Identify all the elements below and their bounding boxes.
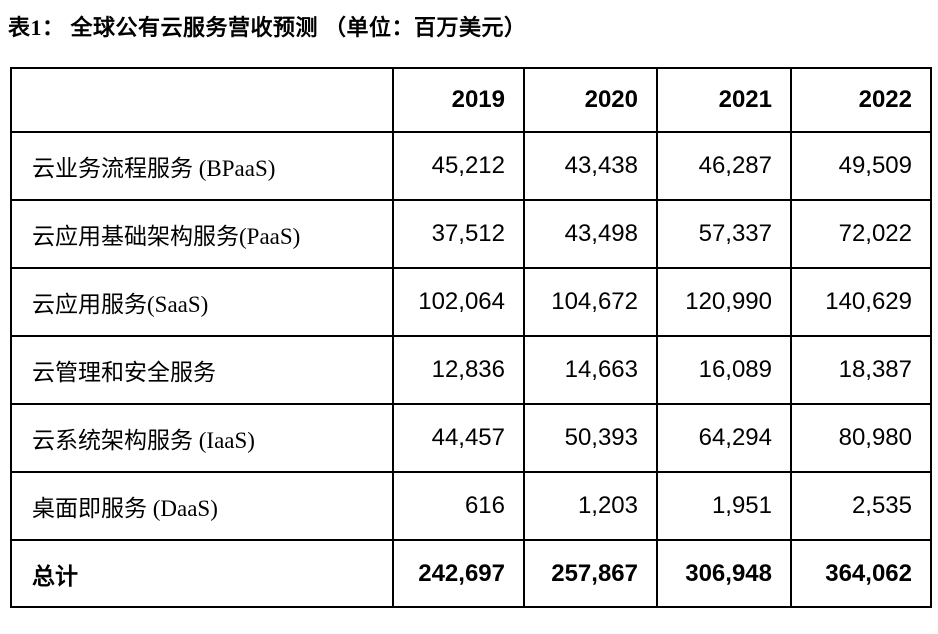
value-cell: 50,393 [523,403,658,473]
value-cell: 120,990 [656,267,792,337]
table-header-row: 2019 2020 2021 2022 [10,67,932,133]
value-cell: 616 [392,471,525,541]
total-label-cell: 总计 [10,539,394,608]
table-row: 云应用服务(SaaS) 102,064 104,672 120,990 140,… [10,267,932,337]
value-cell: 37,512 [392,199,525,269]
value-cell: 102,064 [392,267,525,337]
value-cell: 49,509 [790,131,932,201]
total-value-cell: 242,697 [392,539,525,608]
revenue-forecast-table: 2019 2020 2021 2022 云业务流程服务 (BPaaS) 45,2… [10,67,932,608]
total-value-cell: 364,062 [790,539,932,608]
row-label-cell: 云管理和安全服务 [10,335,394,405]
value-cell: 14,663 [523,335,658,405]
value-cell: 43,498 [523,199,658,269]
value-cell: 80,980 [790,403,932,473]
value-cell: 12,836 [392,335,525,405]
row-label-cell: 云系统架构服务 (IaaS) [10,403,394,473]
table-row: 桌面即服务 (DaaS) 616 1,203 1,951 2,535 [10,471,932,541]
table-row: 云应用基础架构服务(PaaS) 37,512 43,498 57,337 72,… [10,199,932,269]
page-title: 表1： 全球公有云服务营收预测 （单位：百万美元） [8,15,527,40]
header-year-cell: 2020 [523,67,658,133]
value-cell: 72,022 [790,199,932,269]
value-cell: 104,672 [523,267,658,337]
value-cell: 140,629 [790,267,932,337]
value-cell: 2,535 [790,471,932,541]
value-cell: 57,337 [656,199,792,269]
header-year-cell: 2022 [790,67,932,133]
table-total-row: 总计 242,697 257,867 306,948 364,062 [10,539,932,608]
header-empty-cell [10,67,394,133]
value-cell: 45,212 [392,131,525,201]
table-row: 云系统架构服务 (IaaS) 44,457 50,393 64,294 80,9… [10,403,932,473]
value-cell: 1,203 [523,471,658,541]
header-year-cell: 2021 [656,67,792,133]
value-cell: 1,951 [656,471,792,541]
value-cell: 18,387 [790,335,932,405]
total-value-cell: 257,867 [523,539,658,608]
row-label-cell: 云应用服务(SaaS) [10,267,394,337]
header-year-cell: 2019 [392,67,525,133]
total-value-cell: 306,948 [656,539,792,608]
row-label-cell: 云应用基础架构服务(PaaS) [10,199,394,269]
value-cell: 16,089 [656,335,792,405]
table-row: 云业务流程服务 (BPaaS) 45,212 43,438 46,287 49,… [10,131,932,201]
value-cell: 43,438 [523,131,658,201]
value-cell: 46,287 [656,131,792,201]
value-cell: 64,294 [656,403,792,473]
row-label-cell: 桌面即服务 (DaaS) [10,471,394,541]
value-cell: 44,457 [392,403,525,473]
table-row: 云管理和安全服务 12,836 14,663 16,089 18,387 [10,335,932,405]
row-label-cell: 云业务流程服务 (BPaaS) [10,131,394,201]
